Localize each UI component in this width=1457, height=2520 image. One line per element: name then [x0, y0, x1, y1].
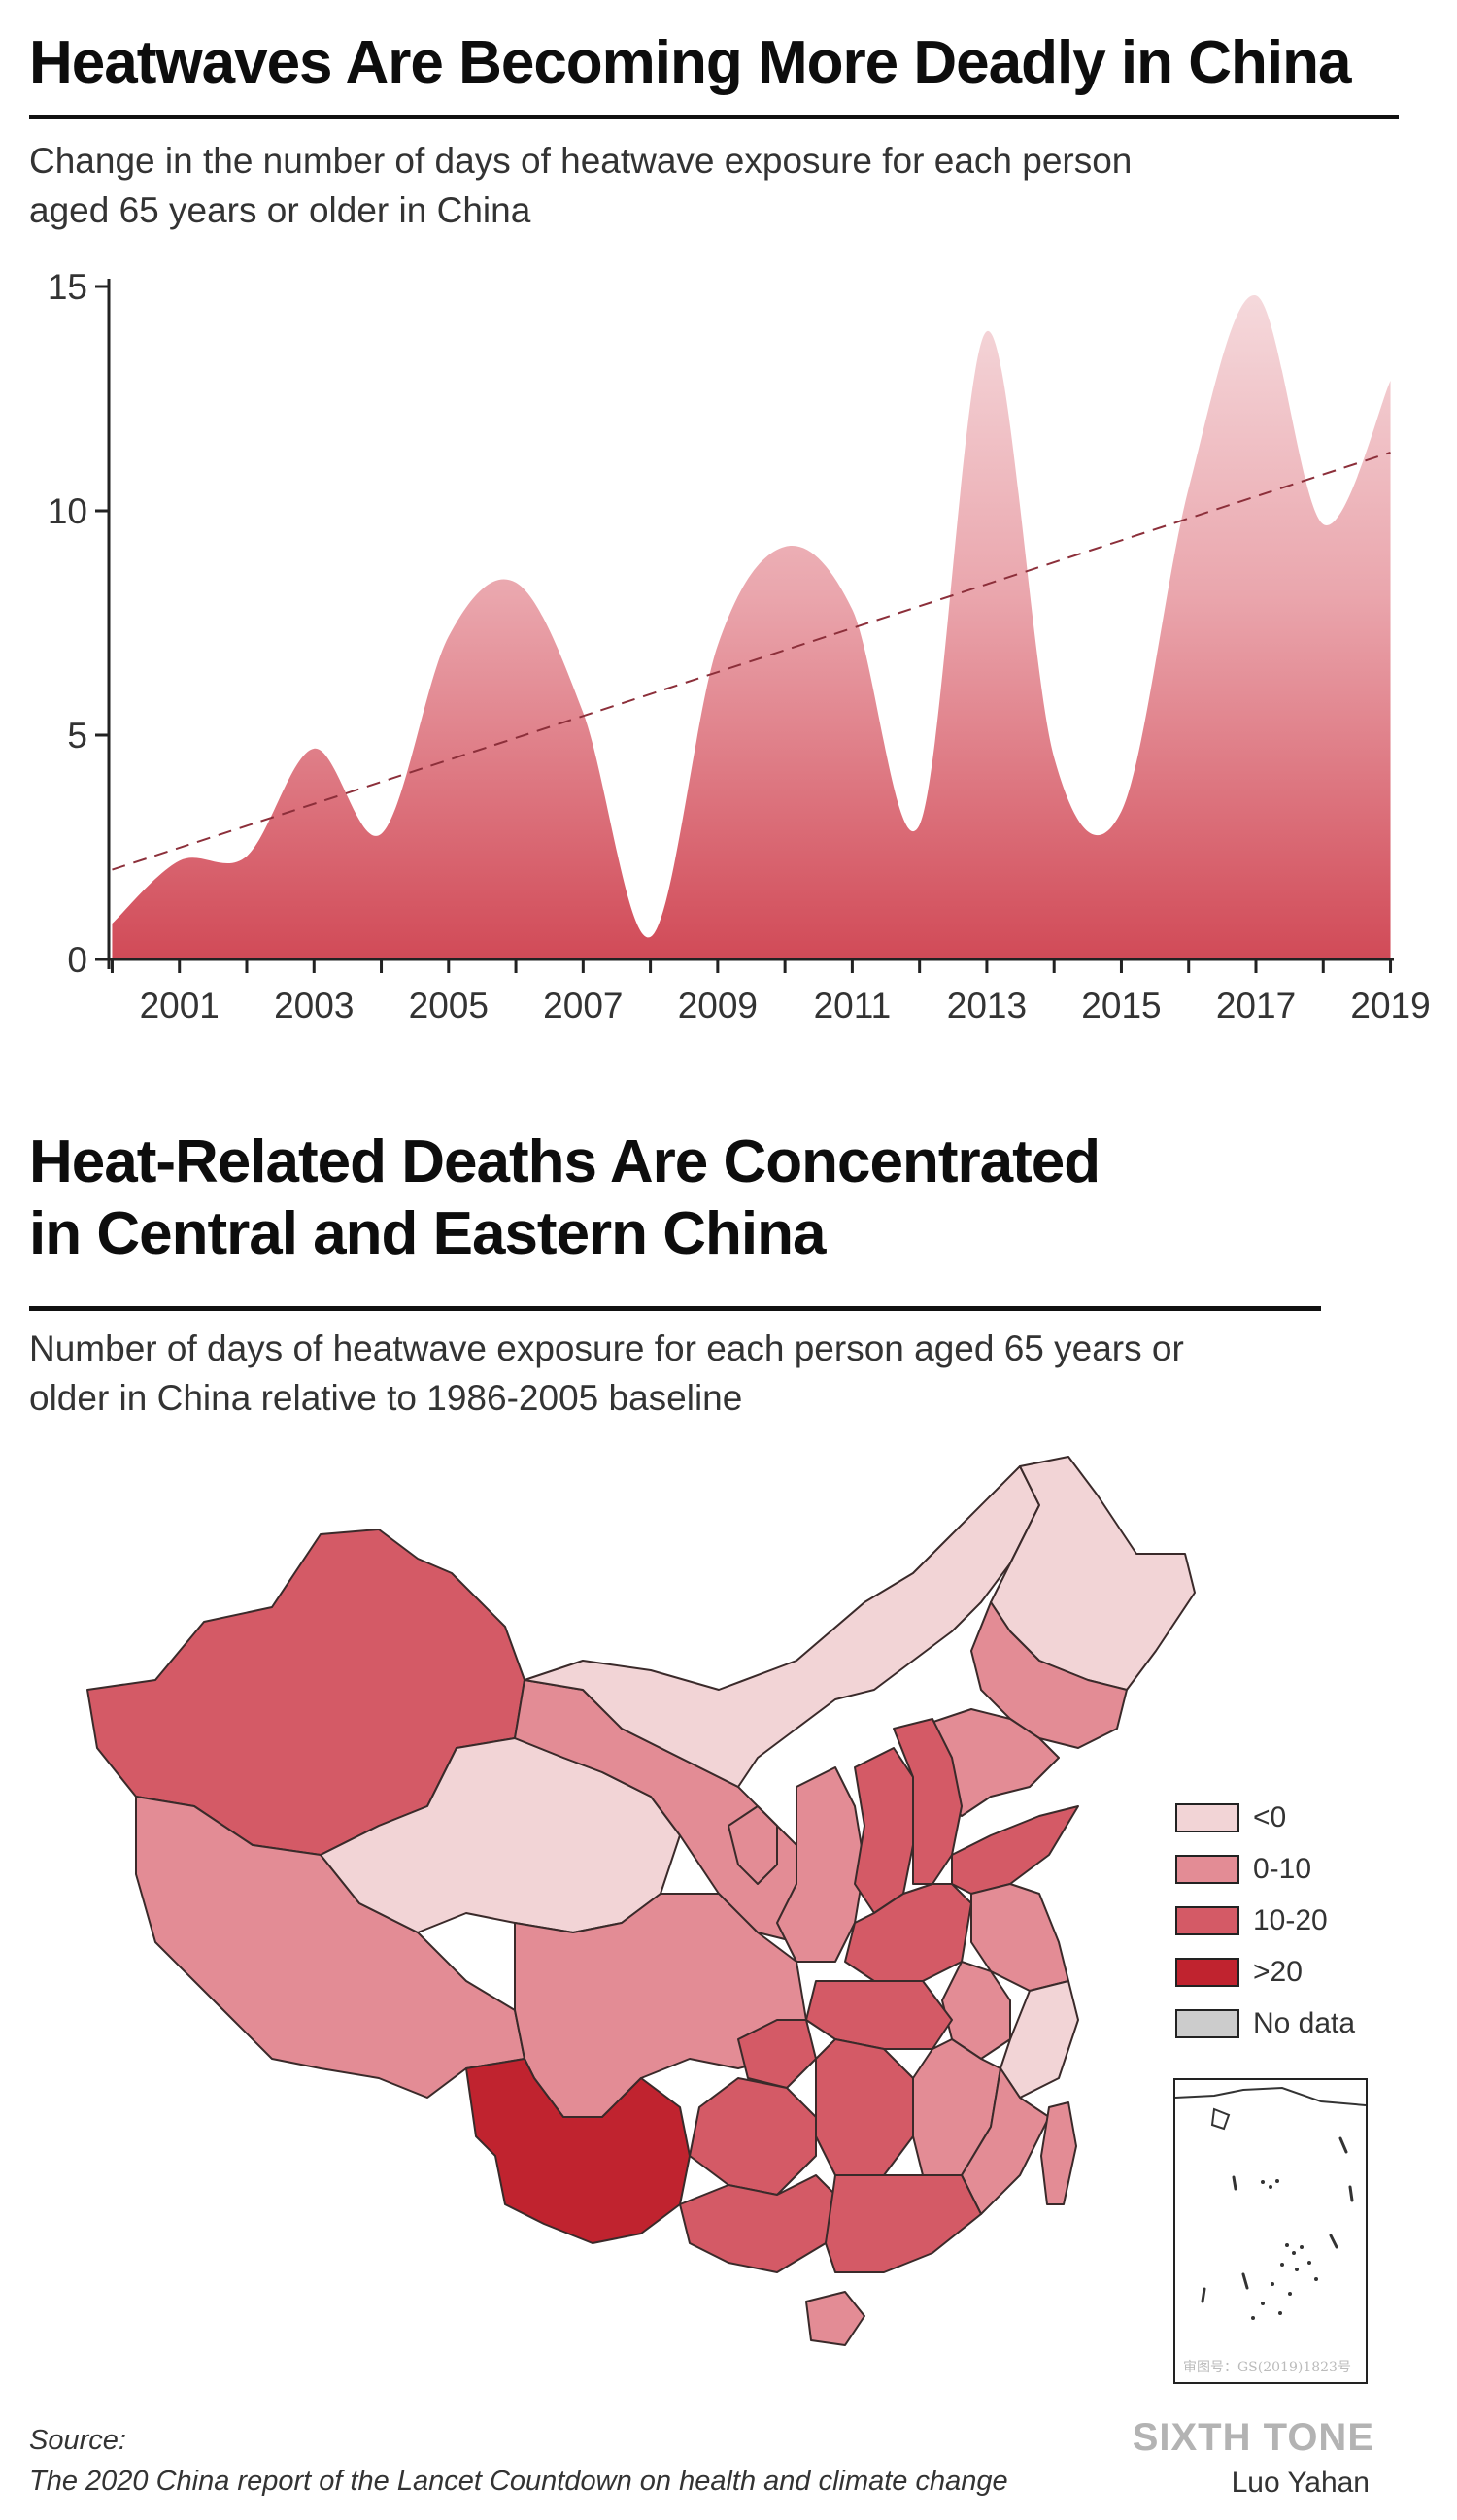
region-zhejiang: [1000, 1980, 1079, 2099]
y-tick-label: 0: [67, 940, 87, 980]
x-tick-label: 2009: [678, 986, 758, 1025]
region-hunan: [815, 2038, 914, 2176]
y-tick-label: 5: [67, 716, 87, 756]
chart-subtitle-line1: Change in the number of days of heatwave…: [29, 141, 1133, 181]
legend-item: 0-10: [1175, 1843, 1355, 1895]
region-yunnan: [465, 2058, 691, 2244]
source-note: Source: The 2020 China report of the Lan…: [29, 2420, 1008, 2502]
legend-label: >20: [1253, 1955, 1303, 1988]
map-subtitle-line1: Number of days of heatwave exposure for …: [29, 1328, 1184, 1368]
region-shandong: [951, 1805, 1079, 1895]
legend-label: <0: [1253, 1800, 1287, 1833]
region-jilin: [970, 1601, 1128, 1749]
legend-label: No data: [1253, 2006, 1356, 2039]
title-rule: [29, 115, 1399, 119]
series-area: [112, 295, 1391, 959]
brand-logo: SIXTH TONE: [1132, 2416, 1374, 2459]
region-taiwan: [1040, 2101, 1077, 2205]
region-shaanxi: [776, 1766, 865, 1963]
x-tick-label: 2017: [1216, 986, 1296, 1025]
map-title: Heat-Related Deaths Are Concentrated in …: [29, 1126, 1101, 1271]
legend-label: 10-20: [1253, 1903, 1328, 1936]
map-legend: <0 0-10 10-20 >20 No data: [1175, 1792, 1355, 2049]
legend-swatch-0-10: [1175, 1854, 1239, 1884]
x-tick-label: 2005: [409, 986, 489, 1025]
area-chart: 0 5 10 15 2001 2003 2005 2007 2009 2011 2013 2015 20…: [48, 267, 1431, 1025]
legend-label: 0-10: [1253, 1852, 1312, 1885]
legend-item: 10-20: [1175, 1895, 1355, 1946]
region-hebei: [893, 1718, 963, 1885]
y-tick-label: 10: [48, 491, 87, 531]
x-tick-label: 2003: [274, 986, 354, 1025]
region-guangdong: [825, 2174, 982, 2273]
map-title-line2: in Central and Eastern China: [29, 1200, 827, 1268]
china-choropleth-map: [86, 1456, 1196, 2346]
chart-title: Heatwaves Are Becoming More Deadly in Ch…: [29, 29, 1351, 96]
map-title-line1: Heat-Related Deaths Are Concentrated: [29, 1128, 1101, 1195]
legend-item: No data: [1175, 1998, 1355, 2049]
x-tick-label: 2001: [140, 986, 220, 1025]
chart-subtitle-line2: aged 65 years or older in China: [29, 190, 531, 231]
legend-swatch-lt0: [1175, 1802, 1239, 1832]
x-tick-label: 2007: [543, 986, 623, 1025]
trend-line: [112, 451, 1391, 871]
x-tick-label: 2019: [1350, 986, 1430, 1025]
legend-swatch-gt20: [1175, 1957, 1239, 1987]
legend-item: <0: [1175, 1792, 1355, 1843]
south-china-sea-inset: 审图号：GS(2019)1823号: [1173, 2078, 1368, 2384]
region-shanxi: [854, 1747, 914, 1914]
x-tick-label: 2015: [1081, 986, 1161, 1025]
legend-swatch-nodata: [1175, 2008, 1239, 2038]
region-inner-mongolia: [524, 1465, 1040, 1788]
map-subtitle-line2: older in China relative to 1986-2005 bas…: [29, 1378, 743, 1419]
region-hubei: [805, 1980, 953, 2050]
region-hainan: [805, 2291, 865, 2346]
x-tick-label: 2011: [814, 986, 892, 1025]
map-approval-stamp: 审图号：GS(2019)1823号: [1183, 2360, 1351, 2375]
map-subtitle: Number of days of heatwave exposure for …: [29, 1324, 1184, 1423]
region-guizhou: [689, 2077, 817, 2196]
chart-subtitle: Change in the number of days of heatwave…: [29, 136, 1132, 235]
region-anhui: [941, 1961, 1011, 2060]
author-credit: Luo Yahan: [1231, 2467, 1370, 2499]
map-title-rule: [29, 1306, 1321, 1311]
inset-map: [1174, 2086, 1367, 2320]
region-ningxia: [728, 1805, 778, 1885]
region-guangxi: [679, 2174, 836, 2273]
legend-item: >20: [1175, 1946, 1355, 1998]
plot-area: 0 5 10 15 2001 2003 2005 2007 2009 2011 2013 2015 20…: [48, 267, 1431, 1025]
source-label: Source:: [29, 2425, 126, 2456]
x-tick-label: 2013: [947, 986, 1027, 1025]
y-tick-label: 15: [48, 267, 87, 307]
source-text: The 2020 China report of the Lancet Coun…: [29, 2466, 1008, 2498]
legend-swatch-10-20: [1175, 1905, 1239, 1935]
